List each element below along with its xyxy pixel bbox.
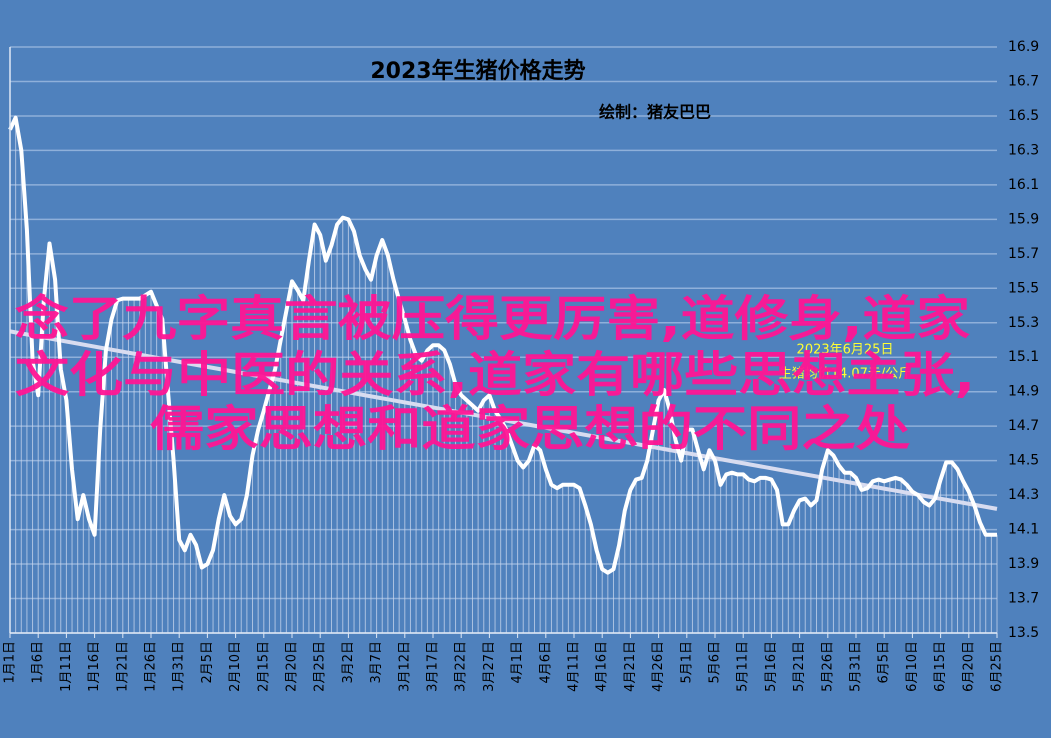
y-tick-label: 16.1 [1008,177,1039,193]
x-tick-label: 4月21日 [623,641,638,692]
y-tick-label: 15.7 [1008,246,1039,262]
x-tick-label: 5月1日 [679,641,694,684]
overlay-text: 儒家思想和道家思想的不同之处 [150,401,910,457]
x-tick-label: 1月11日 [59,641,74,692]
annotation: 2023年6月25日 [797,343,894,358]
x-tick-label: 2月25日 [313,641,328,692]
y-tick-label: 15.9 [1008,211,1039,227]
overlay-text: 文化与中医的关系,道家有哪些思想主张, [15,347,975,403]
chart-title: 2023年生猪价格走势 [370,58,585,84]
x-tick-label: 4月6日 [538,641,553,684]
x-tick-label: 5月21日 [792,641,807,692]
x-tick-label: 5月16日 [764,641,779,692]
y-tick-label: 14.1 [1008,522,1039,538]
x-tick-label: 5月26日 [820,641,835,692]
y-tick-label: 14.5 [1008,453,1039,469]
x-tick-label: 5月11日 [736,641,751,692]
x-tick-label: 4月16日 [595,641,610,692]
x-tick-label: 2月20日 [285,641,300,692]
x-tick-label: 6月10日 [905,641,920,692]
y-tick-label: 16.9 [1008,39,1039,55]
x-tick-label: 6月15日 [933,641,948,692]
x-tick-label: 4月11日 [567,641,582,692]
x-tick-label: 3月17日 [426,641,441,692]
x-tick-label: 6月25日 [990,641,1005,692]
x-tick-label: 1月21日 [115,641,130,692]
y-tick-label: 14.7 [1008,418,1039,434]
trend-line [9,329,998,511]
y-tick-label: 16.7 [1008,73,1039,89]
x-tick-label: 2月15日 [256,641,271,692]
x-tick-label: 1月26日 [144,641,159,692]
x-tick-label: 3月22日 [454,641,469,692]
x-tick-label: 2月10日 [228,641,243,692]
x-tick-label: 4月26日 [651,641,666,692]
x-tick-label: 1月31日 [172,641,187,692]
x-tick-label: 1月1日 [3,641,18,684]
x-tick-label: 1月16日 [87,641,102,692]
price-line [8,115,997,575]
y-tick-label: 14.9 [1008,384,1039,400]
x-tick-label: 3月7日 [369,641,384,684]
y-tick-label: 15.3 [1008,315,1039,331]
y-tick-label: 13.9 [1008,556,1039,572]
annotation: 生猪均价14.07元/公斤 [779,367,912,382]
x-tick-label: 3月27日 [482,641,497,692]
x-tick-label: 1月6日 [31,641,46,684]
x-tick-label: 6月20日 [961,641,976,692]
y-tick-label: 14.3 [1008,487,1039,503]
x-tick-label: 3月12日 [397,641,412,692]
y-tick-label: 13.7 [1008,591,1039,607]
y-tick-label: 16.5 [1008,108,1039,124]
y-tick-label: 13.5 [1008,625,1039,641]
y-tick-label: 15.1 [1008,349,1039,365]
x-tick-label: 5月31日 [849,641,864,692]
x-tick-label: 3月2日 [341,641,356,684]
y-tick-label: 15.5 [1008,280,1039,296]
x-tick-label: 4月1日 [510,641,525,684]
y-tick-label: 16.3 [1008,142,1039,158]
x-tick-label: 6月5日 [877,641,892,684]
x-tick-label: 5月6日 [708,641,723,684]
x-tick-label: 2月5日 [200,641,215,684]
overlay-text: 念了九字真言被压得更厉害,道修身,道家 [15,291,970,347]
subtitle: 绘制：猪友巴巴 [599,103,711,122]
